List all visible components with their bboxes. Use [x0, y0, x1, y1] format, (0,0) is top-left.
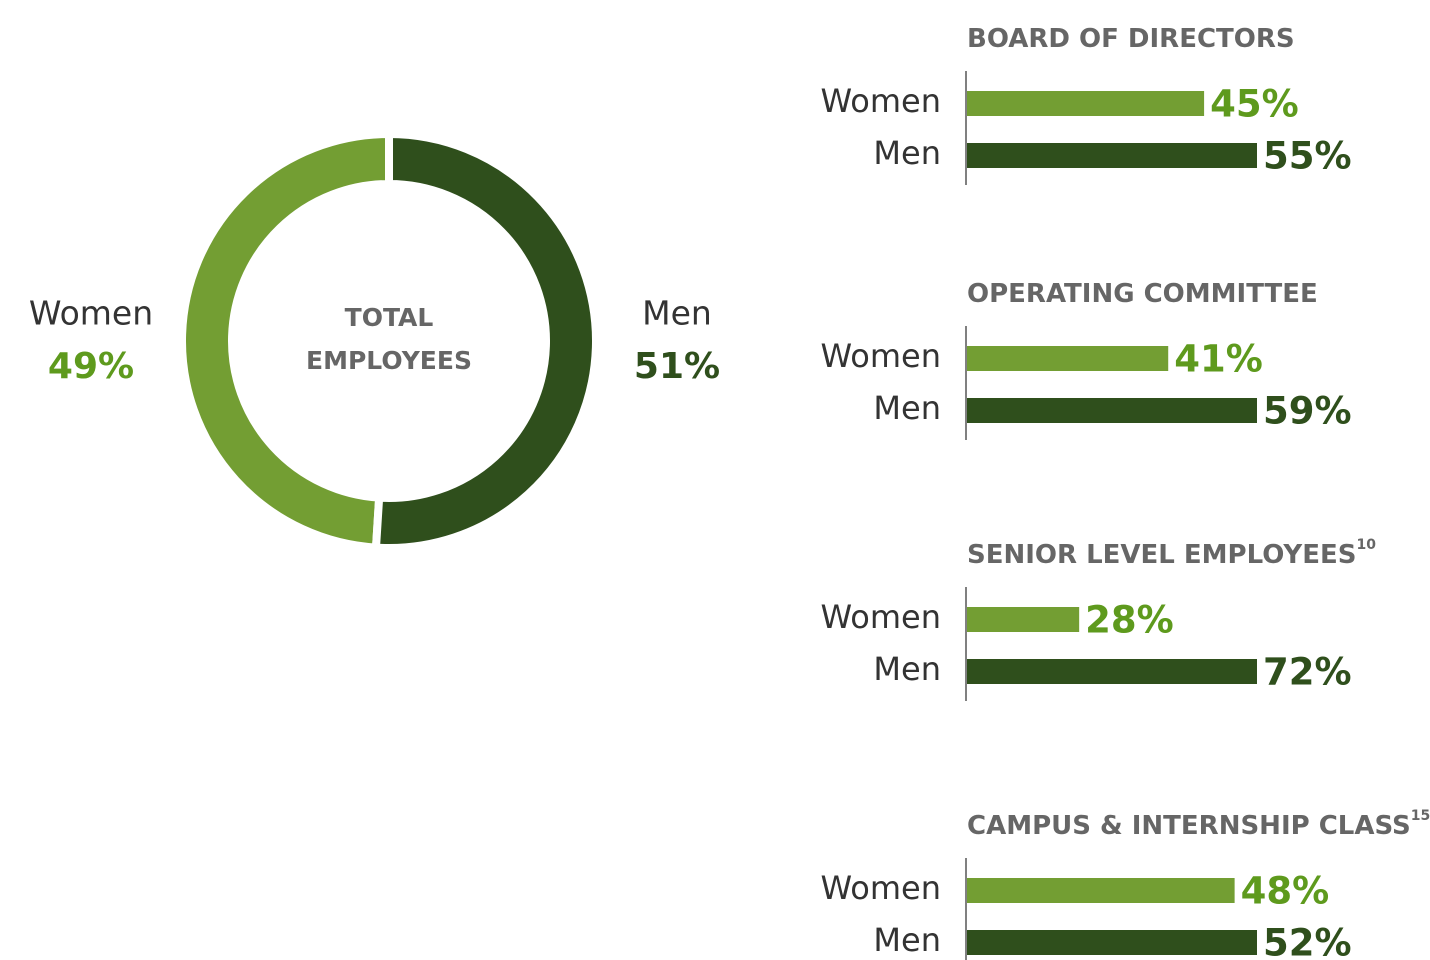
category-label: Men [873, 650, 941, 688]
donut-slice [371, 129, 600, 552]
chart-title: SENIOR LEVEL EMPLOYEES10 [967, 537, 1376, 570]
category-label: Women [821, 598, 941, 636]
title-footnote: 15 [1411, 808, 1430, 824]
chart-title: OPERATING COMMITTEE [967, 279, 1318, 309]
donut-center-label: TOTAL EMPLOYEES [306, 303, 472, 375]
title-text: OPERATING COMMITTEE [967, 279, 1318, 309]
slice-value-label: 49% [48, 346, 134, 387]
bar [967, 930, 1257, 955]
bar [967, 878, 1235, 903]
title-footnote: 10 [1357, 537, 1377, 553]
chart-title: BOARD OF DIRECTORS [967, 24, 1295, 54]
donut-slice [178, 129, 393, 552]
slice-label: Men [642, 294, 712, 333]
bar [967, 143, 1257, 168]
bar [967, 607, 1080, 632]
value-label: 72% [1263, 651, 1352, 694]
value-label: 48% [1241, 870, 1330, 913]
category-label: Men [873, 921, 941, 959]
value-label: 52% [1263, 922, 1352, 960]
category-label: Women [821, 337, 941, 375]
title-text: BOARD OF DIRECTORS [967, 24, 1295, 54]
value-label: 59% [1263, 390, 1352, 433]
category-label: Women [821, 869, 941, 907]
bar [967, 659, 1257, 684]
category-label: Women [821, 82, 941, 120]
value-label: 55% [1263, 135, 1352, 178]
slice-label: Women [29, 294, 153, 333]
bar [967, 91, 1205, 116]
bar [967, 398, 1257, 423]
title-text: SENIOR LEVEL EMPLOYEES [967, 540, 1357, 570]
value-label: 28% [1085, 599, 1174, 642]
chart-title: CAMPUS & INTERNSHIP CLASS15 [967, 808, 1430, 841]
bar [967, 346, 1169, 371]
slice-value-label: 51% [634, 346, 720, 387]
value-label: 41% [1174, 338, 1263, 381]
value-label: 45% [1210, 83, 1299, 126]
title-text: CAMPUS & INTERNSHIP CLASS [967, 811, 1411, 841]
category-label: Men [873, 134, 941, 172]
category-label: Men [873, 389, 941, 427]
